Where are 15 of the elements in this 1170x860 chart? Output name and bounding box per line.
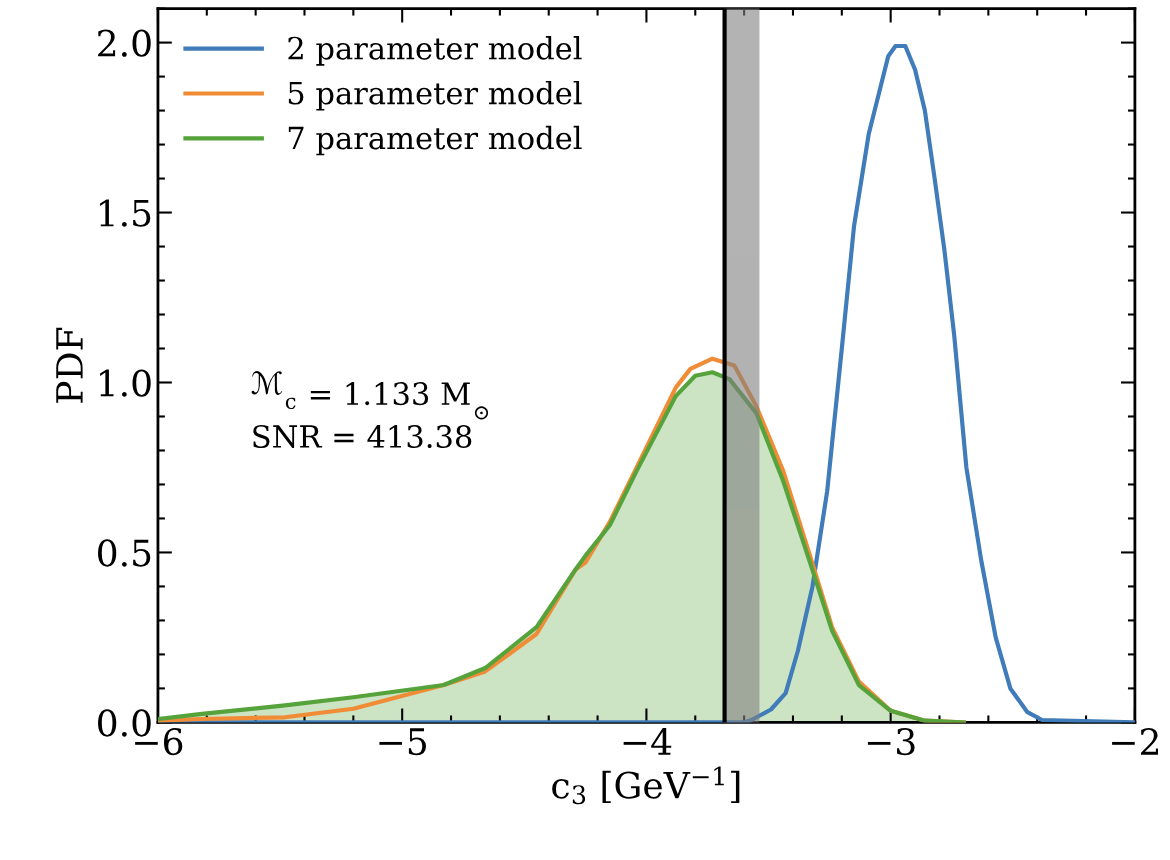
x-tick-label: −2 (1112, 727, 1158, 755)
legend-label: 7 parameter model (288, 125, 582, 156)
annotation: ℳc = 1.133 M⊙ (251, 371, 489, 420)
x-tick-label: −5 (379, 728, 427, 756)
x-tick-label: −3 (867, 727, 915, 756)
y-axis-title: PDF (56, 327, 83, 403)
legend-label: 2 parameter model (288, 36, 582, 66)
y-tick-label: 1.0 (100, 369, 151, 397)
x-axis-title: c$_{3}$ [GeV$^{−1}$] (552, 766, 740, 805)
x-tick-label: −4 (623, 727, 672, 755)
y-tick-label: 0.5 (98, 539, 151, 567)
y-tick-label: 2.0 (98, 29, 151, 57)
legend-label: 5 parameter model (288, 80, 582, 111)
y-tick-label: 1.5 (100, 199, 151, 227)
annotation: SNR = 413.38 (253, 424, 472, 449)
